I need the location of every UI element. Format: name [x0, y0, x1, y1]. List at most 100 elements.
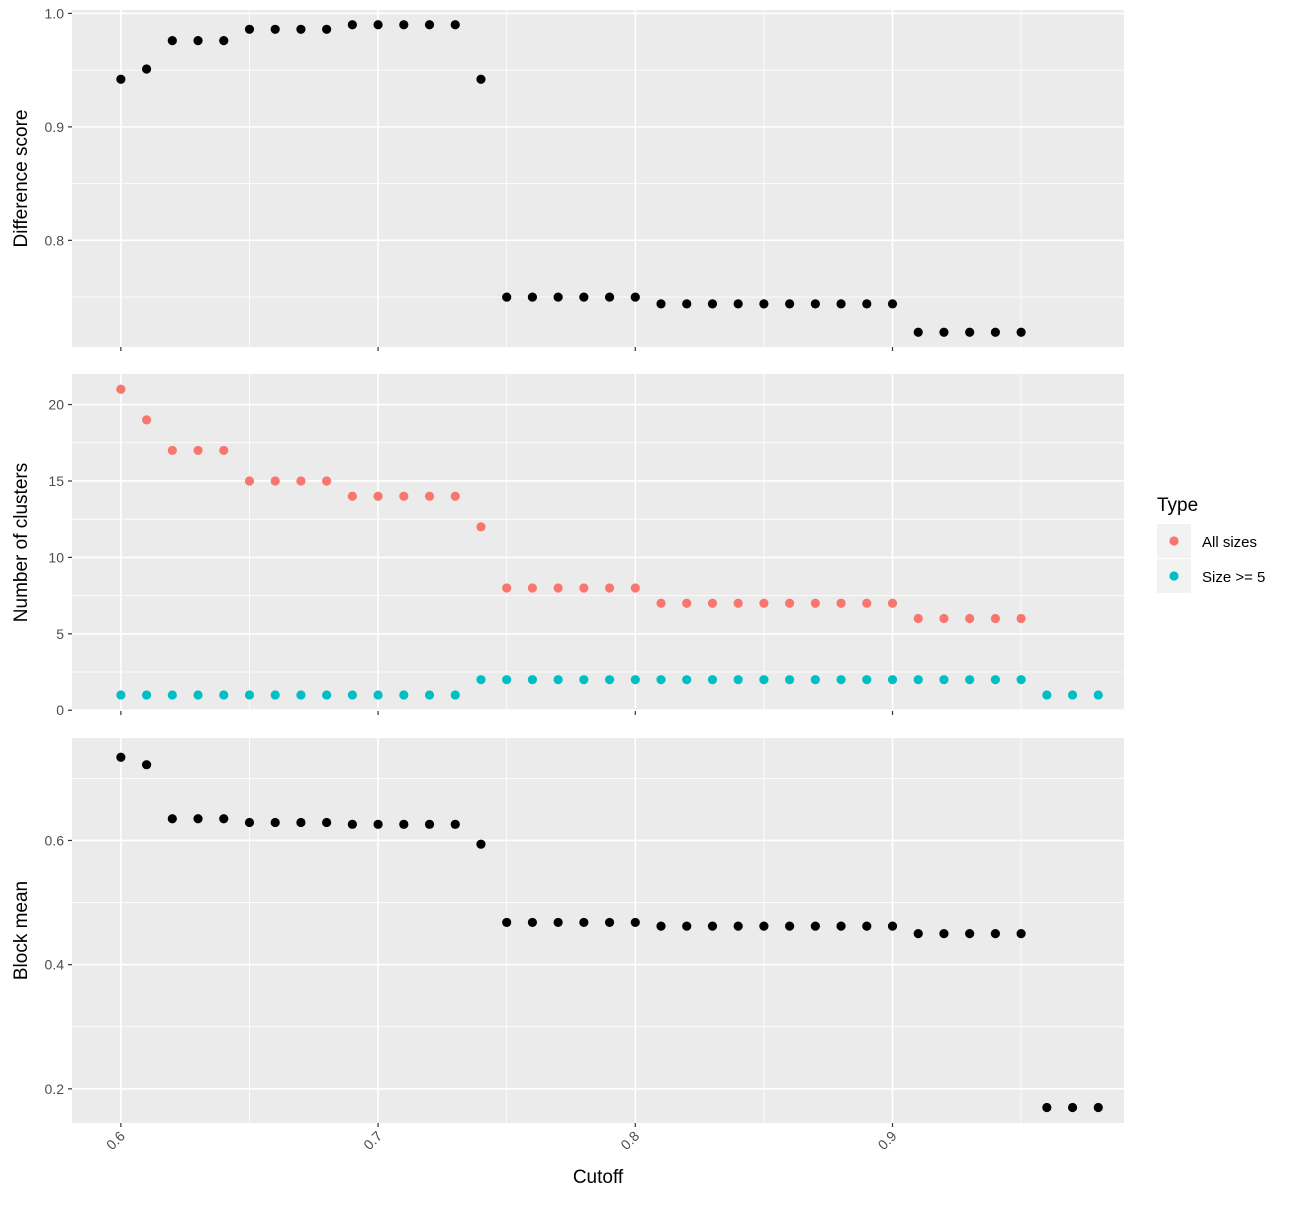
data-point	[656, 598, 666, 608]
panel-background	[72, 374, 1124, 711]
data-point	[939, 327, 949, 337]
data-point	[527, 292, 538, 302]
data-point	[296, 690, 306, 700]
data-point	[450, 819, 460, 829]
y-axis-title: Number of clusters	[11, 463, 32, 622]
data-point	[347, 20, 357, 30]
data-point	[707, 299, 718, 309]
data-point	[604, 292, 615, 302]
data-point	[604, 917, 615, 928]
data-point	[116, 690, 126, 700]
series-2	[116, 675, 1103, 700]
data-point	[785, 299, 795, 309]
data-point	[682, 675, 692, 685]
data-point	[682, 299, 692, 309]
data-point	[1093, 690, 1103, 700]
y-tick-label: 0.4	[45, 957, 65, 973]
data-point	[1067, 1102, 1078, 1113]
data-point	[990, 613, 1000, 624]
data-point	[887, 675, 898, 685]
data-point	[553, 583, 563, 593]
data-point	[759, 675, 769, 685]
data-point	[759, 921, 769, 931]
data-point	[424, 690, 435, 700]
data-point	[141, 64, 152, 74]
data-point	[502, 583, 512, 593]
data-point	[1016, 613, 1026, 624]
legend-label: All sizes	[1202, 534, 1257, 551]
data-point	[939, 929, 949, 939]
data-point	[1016, 327, 1026, 337]
x-tick-label: 0.6	[103, 1128, 128, 1153]
data-point	[193, 445, 203, 456]
data-point	[759, 598, 769, 608]
x-tick-label: 0.9	[875, 1128, 900, 1153]
data-point	[785, 675, 795, 685]
data-point	[219, 36, 229, 46]
data-point	[527, 917, 538, 928]
data-point	[502, 292, 512, 302]
data-point	[939, 613, 949, 624]
data-point	[476, 74, 486, 84]
data-point	[913, 675, 923, 685]
data-point	[707, 598, 718, 608]
data-point	[862, 598, 872, 608]
data-point	[373, 690, 383, 700]
data-point	[399, 690, 409, 700]
data-point	[347, 491, 357, 501]
data-point	[913, 613, 923, 624]
data-point	[167, 445, 177, 456]
data-point	[810, 675, 820, 685]
data-point	[887, 921, 898, 931]
series-1	[116, 752, 1103, 1113]
data-point	[424, 491, 435, 501]
data-point	[373, 20, 383, 30]
data-point	[450, 20, 460, 30]
data-point	[707, 921, 718, 931]
data-point	[630, 583, 640, 593]
panel-1: 0.8 0.9 1.0 Difference score	[11, 5, 1124, 351]
x-tick-label: 0.8	[617, 1128, 642, 1153]
data-point	[399, 819, 409, 829]
data-point	[399, 20, 409, 30]
data-point	[167, 36, 177, 46]
data-point	[733, 299, 743, 309]
data-point	[887, 299, 898, 309]
data-point	[1042, 690, 1052, 700]
data-point	[270, 476, 280, 486]
data-point	[836, 921, 846, 931]
data-point	[836, 299, 846, 309]
legend: Type All sizes Size >= 5	[1157, 495, 1265, 593]
legend-title: Type	[1157, 495, 1198, 516]
data-point	[373, 491, 383, 501]
data-point	[424, 20, 435, 30]
data-point	[502, 675, 512, 685]
data-point	[939, 675, 949, 685]
data-point	[167, 690, 177, 700]
data-point	[347, 819, 357, 829]
y-tick-label: 0	[56, 702, 64, 718]
data-point	[1016, 929, 1026, 939]
y-tick-label: 0.9	[45, 119, 65, 135]
data-point	[733, 921, 743, 931]
data-point	[322, 817, 332, 828]
legend-key	[1169, 571, 1179, 581]
y-tick-label: 0.6	[45, 832, 65, 848]
data-point	[244, 476, 255, 486]
data-point	[965, 613, 975, 624]
data-point	[424, 819, 435, 829]
data-point	[373, 819, 383, 829]
data-point	[476, 839, 486, 849]
data-point	[476, 522, 486, 532]
legend-key	[1169, 536, 1179, 546]
data-point	[270, 24, 280, 34]
data-point	[682, 598, 692, 608]
data-point	[322, 476, 332, 486]
data-point	[296, 817, 306, 828]
data-point	[1016, 675, 1026, 685]
legend-label: Size >= 5	[1202, 569, 1265, 586]
data-point	[141, 690, 152, 700]
data-point	[604, 583, 615, 593]
data-point	[1093, 1102, 1103, 1113]
